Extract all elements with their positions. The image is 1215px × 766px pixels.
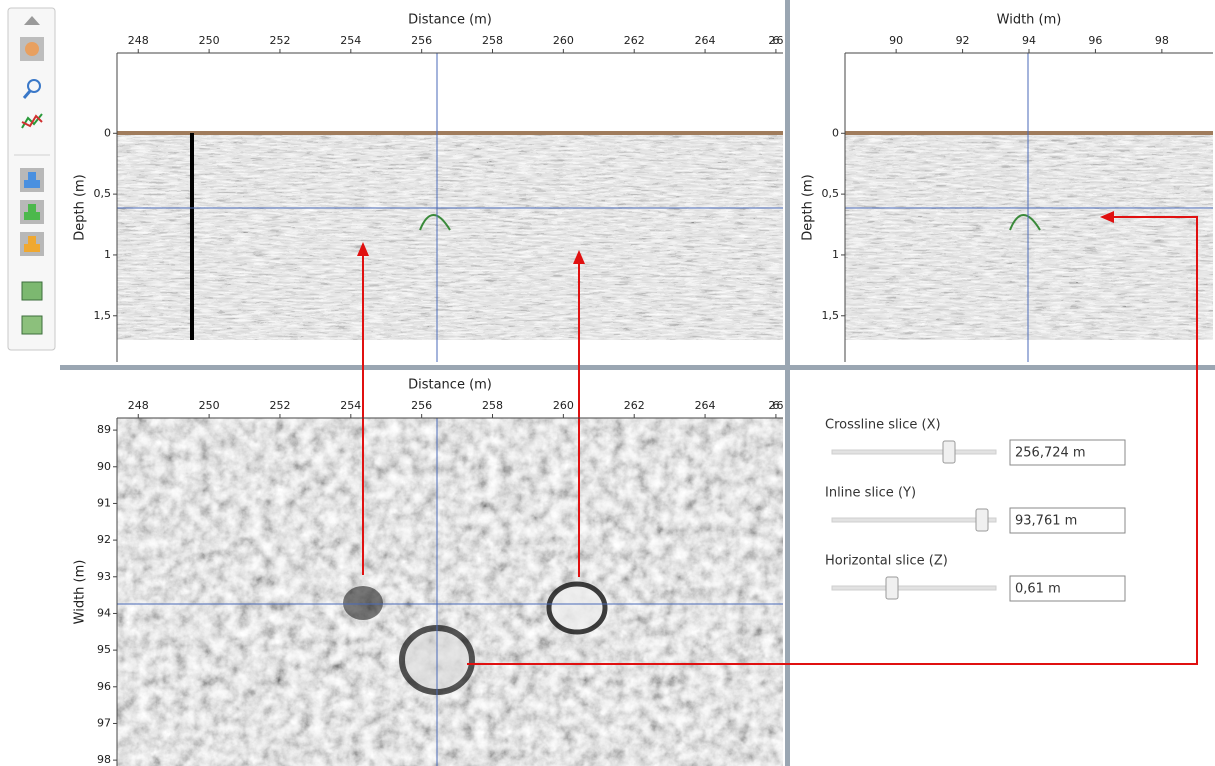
y-tick-label: 98	[97, 753, 111, 766]
x-tick-label: 266	[768, 34, 783, 47]
x-axis-title: Distance (m)	[408, 13, 492, 28]
y-tick-label: 1	[832, 248, 839, 261]
y-tick-label: 0,5	[822, 187, 840, 200]
slider-thumb[interactable]	[943, 441, 955, 463]
x-tick-label: 250	[199, 399, 220, 412]
y-axis-title: Depth (m)	[73, 174, 88, 241]
y-axis-title: Depth (m)	[801, 174, 816, 241]
control-label: Inline slice (Y)	[825, 486, 916, 501]
value-text: 93,761 m	[1015, 514, 1077, 529]
y-tick-label: 95	[97, 643, 111, 656]
y-tick-label: 90	[97, 460, 111, 473]
x-tick-label: 264	[695, 34, 716, 47]
x-tick-label: 248	[128, 399, 149, 412]
y-tick-label: 97	[97, 716, 111, 729]
inline-radargram	[117, 133, 783, 340]
x-tick-label: 260	[553, 34, 574, 47]
slider-track[interactable]	[832, 450, 996, 454]
layer-vertical-button[interactable]	[22, 316, 42, 334]
x-axis-title: Distance (m)	[408, 378, 492, 393]
layer-horizontal-button[interactable]	[22, 282, 42, 300]
toolbar	[8, 8, 55, 350]
slider-thumb[interactable]	[886, 577, 898, 599]
anomaly	[549, 584, 605, 632]
x-tick-label: 262	[624, 34, 645, 47]
control-label: Horizontal slice (Z)	[825, 554, 948, 569]
splitter-vertical[interactable]	[785, 0, 790, 766]
y-tick-label: 1,5	[822, 309, 840, 322]
slice-control: Horizontal slice (Z) 0,61 m	[825, 554, 1125, 602]
y-axis-title: Width (m)	[73, 560, 88, 625]
x-tick-label: 90	[889, 34, 903, 47]
x-tick-label: 252	[269, 34, 290, 47]
y-tick-label: 0	[104, 126, 111, 139]
y-tick-label: 92	[97, 533, 111, 546]
value-text: 256,724 m	[1015, 446, 1086, 461]
x-tick-label: 248	[128, 34, 149, 47]
slider-track[interactable]	[832, 586, 996, 590]
x-tick-label: 92	[956, 34, 970, 47]
ground-surface	[117, 131, 783, 135]
x-axis-title: Width (m)	[997, 13, 1062, 28]
y-tick-label: 0	[832, 126, 839, 139]
x-tick-label: 96	[1088, 34, 1102, 47]
crossline-radargram	[845, 133, 1213, 340]
x-tick-label: 262	[624, 399, 645, 412]
trace-marker	[190, 133, 194, 340]
x-tick-label: 260	[553, 399, 574, 412]
y-tick-label: 94	[97, 606, 111, 619]
y-tick-label: 1,5	[94, 309, 112, 322]
x-tick-label: 98	[1155, 34, 1169, 47]
app-window: Distance (m) Depth (m) 248 250 252 254 256 258 2…	[0, 0, 1215, 766]
slice-control: Crossline slice (X) 256,724 m	[825, 418, 1125, 466]
y-tick-label: 1	[104, 248, 111, 261]
x-tick-label: 258	[482, 399, 503, 412]
y-tick-label: 96	[97, 680, 111, 693]
x-tick-label: 256	[411, 399, 432, 412]
x-tick-label: 254	[340, 399, 361, 412]
x-tick-label: 254	[340, 34, 361, 47]
slider-track[interactable]	[832, 518, 996, 522]
y-tick-label: 93	[97, 570, 111, 583]
ground-surface	[845, 131, 1213, 135]
y-tick-label: 91	[97, 496, 111, 509]
x-tick-label: 252	[269, 399, 290, 412]
x-tick-label: 258	[482, 34, 503, 47]
slider-thumb[interactable]	[976, 509, 988, 531]
slice-control: Inline slice (Y) 93,761 m	[825, 486, 1125, 534]
x-tick-label: 264	[695, 399, 716, 412]
depth-slice-image	[117, 418, 783, 766]
control-label: Crossline slice (X)	[825, 418, 941, 433]
splitter-horizontal[interactable]	[60, 365, 1215, 370]
x-tick-label: 256	[411, 34, 432, 47]
y-tick-label: 0,5	[94, 187, 112, 200]
y-tick-label: 89	[97, 423, 111, 436]
x-tick-label: 250	[199, 34, 220, 47]
x-tick-label: 94	[1022, 34, 1036, 47]
slice-controls: Crossline slice (X) 256,724 m Inline slice…	[825, 418, 1125, 602]
x-tick-label: 266	[768, 399, 783, 412]
value-text: 0,61 m	[1015, 582, 1061, 597]
anomaly	[343, 586, 383, 620]
